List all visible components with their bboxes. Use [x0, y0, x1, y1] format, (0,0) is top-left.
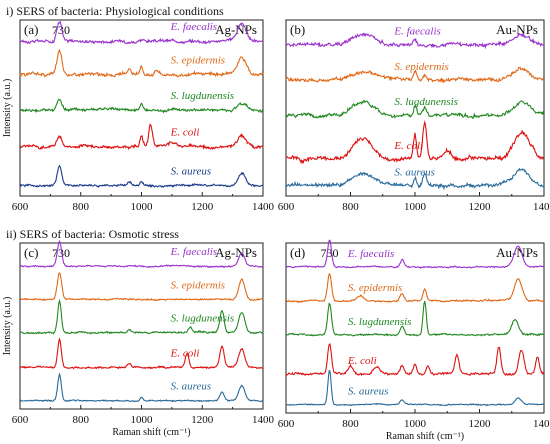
spectrum-line-e-coli — [285, 343, 545, 377]
np-label: Ag-NPs — [215, 245, 257, 260]
x-tick-label: 1000 — [404, 418, 427, 430]
section-title-top: i) SERS of bacteria: Physiological condi… — [6, 4, 224, 18]
x-tick-label: 1200 — [191, 201, 214, 213]
x-tick-label: 800 — [342, 418, 359, 430]
series-label: E. faecalis — [170, 246, 217, 258]
x-tick-label: 800 — [73, 414, 90, 426]
series-label: S. lugdunensis — [394, 96, 458, 108]
series-label: S. lugdunensis — [171, 313, 235, 325]
x-tick-label: 1400 — [252, 414, 275, 426]
series-label: E. coli — [393, 140, 423, 152]
spectrum-line-s-lugdunensis — [19, 298, 264, 335]
spectrum-line-s-aureus — [286, 370, 545, 407]
spectrum-line-e-faecalis — [19, 239, 264, 269]
spectrum-line-e-faecalis — [285, 32, 545, 50]
y-axis-label: Intensity (a.u.) — [2, 79, 13, 138]
spectrum-line-s-lugdunensis — [19, 98, 264, 114]
panel-label: (d) — [290, 245, 305, 260]
series-label: S. epidermis — [394, 61, 448, 73]
series-label: E. coli — [170, 348, 200, 360]
spectrum-line-e-faecalis — [19, 20, 263, 45]
x-tick-label: 600 — [12, 414, 29, 426]
x-tick-label: 1000 — [131, 414, 154, 426]
series-label: S. aureus — [394, 166, 435, 178]
spectrum-line-s-epidermis — [19, 48, 264, 78]
spectrum-line-s-epidermis — [285, 66, 545, 84]
x-tick-label: 800 — [73, 201, 90, 213]
x-tick-label: 1200 — [469, 418, 492, 430]
x-tick-label: 1200 — [469, 201, 492, 213]
x-tick-label: 1200 — [191, 414, 214, 426]
spectrum-line-s-aureus — [20, 372, 264, 403]
series-label: E. coli — [347, 355, 377, 367]
panel-label: (b) — [290, 22, 305, 37]
x-tick-label: 1000 — [131, 201, 154, 213]
series-label: S. aureus — [348, 386, 389, 398]
spectrum-line-e-coli — [285, 120, 545, 165]
series-label: E. faecalis — [393, 26, 440, 38]
spectrum-line-e-coli — [19, 123, 264, 151]
spectrum-line-s-epidermis — [285, 273, 545, 304]
x-axis-label: Raman shift (cm⁻¹) — [112, 427, 190, 438]
spectrum-line-e-coli — [19, 337, 264, 370]
plot-frame — [285, 242, 545, 414]
spectrum-line-e-faecalis — [285, 239, 544, 270]
panel-d: 600 800 1000 1200 1400 (d) Au-NPs 730 E. faecali… — [278, 239, 550, 442]
spectrum-line-s-epidermis — [19, 272, 264, 302]
x-tick-label: 600 — [278, 418, 295, 430]
spectrum-line-s-lugdunensis — [285, 300, 544, 337]
x-tick-label: 1400 — [533, 201, 550, 213]
series-label: S. epidermis — [171, 279, 225, 291]
np-label: Ag-NPs — [215, 22, 257, 37]
spectrum-line-s-aureus — [285, 167, 545, 191]
series-label: E. coli — [170, 127, 200, 139]
np-label: Au-NPs — [496, 245, 538, 260]
x-tick-label: 1000 — [404, 201, 427, 213]
x-tick-label: 600 — [12, 201, 29, 213]
x-axis-label: Raman shift (cm⁻¹) — [386, 431, 464, 442]
plot-frame — [19, 19, 264, 197]
x-tick-label: 600 — [278, 201, 295, 213]
y-axis-label: Intensity (a.u.) — [2, 297, 13, 356]
panel-b: 600 800 1000 1200 1400 (b) Au-NPs E. faecalis S.… — [278, 19, 550, 213]
x-tick-label: 800 — [342, 201, 359, 213]
series-label: S. aureus — [171, 165, 212, 177]
peak-label: 730 — [321, 246, 339, 260]
spectrum-line-s-lugdunensis — [285, 99, 545, 119]
panel-label: (a) — [24, 22, 38, 37]
spectrum-line-s-aureus — [19, 164, 264, 189]
series-label: S. aureus — [171, 381, 212, 393]
np-label: Au-NPs — [496, 22, 538, 37]
series-label: S. epidermis — [171, 55, 225, 67]
x-tick-label: 1400 — [252, 201, 275, 213]
series-label: E. faecalis — [347, 248, 394, 260]
section-title-bottom: ii) SERS of bacteria: Osmotic stress — [6, 227, 179, 241]
panel-label: (c) — [24, 245, 38, 260]
series-label: S. epidermis — [348, 282, 402, 294]
series-label: S. lugdunensis — [348, 316, 412, 328]
x-tick-label: 1400 — [533, 418, 550, 430]
series-label: E. faecalis — [170, 21, 217, 33]
series-label: S. lugdunensis — [171, 90, 235, 102]
